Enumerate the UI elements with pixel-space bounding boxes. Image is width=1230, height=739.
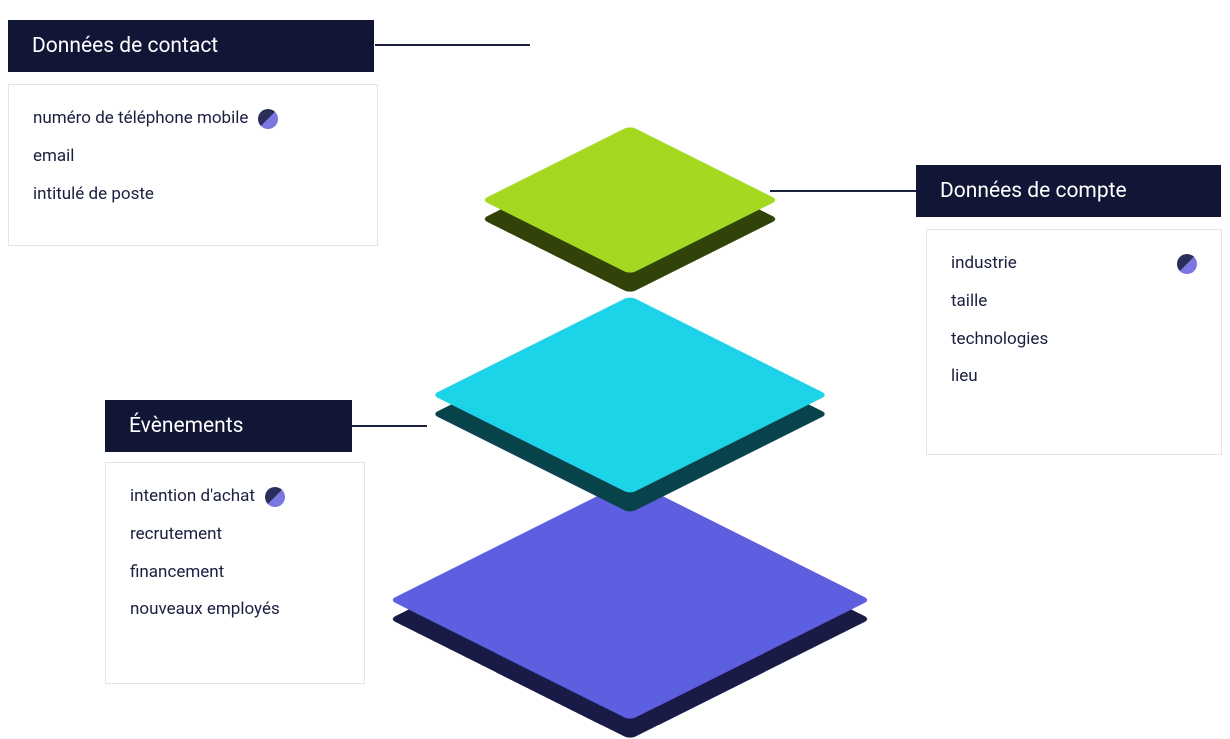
item-label: lieu [951,365,978,389]
diagram-canvas: Données de contact numéro de téléphone m… [0,0,1230,734]
badge-icon [265,487,285,507]
card-account-title: Données de compte [940,179,1127,203]
card-events-body: intention d'achat recrutement financemen… [105,462,365,684]
item-label: industrie [951,252,1017,276]
badge-icon [1177,254,1197,274]
list-item: recrutement [130,523,340,547]
list-item: technologies [951,328,1197,352]
card-contact-title: Données de contact [32,34,218,58]
badge-icon [258,109,278,129]
item-label: email [33,145,74,169]
list-item: intention d'achat [130,485,340,509]
list-item: numéro de téléphone mobile [33,107,353,131]
list-item: industrie [951,252,1197,276]
list-item: intitulé de poste [33,183,353,207]
connector-events [352,425,427,427]
item-label: financement [130,561,224,585]
list-item: taille [951,290,1197,314]
connector-account [770,190,916,192]
list-item: lieu [951,365,1197,389]
list-item: nouveaux employés [130,598,340,622]
connector-contact [375,44,530,46]
list-item: financement [130,561,340,585]
card-contact-header: Données de contact [8,20,374,72]
card-events-title: Évènements [129,414,243,438]
list-item: email [33,145,353,169]
card-account-body: industrie taille technologies lieu [926,229,1222,455]
item-label: intention d'achat [130,485,255,509]
layer-stack [390,10,870,570]
item-label: intitulé de poste [33,183,154,207]
card-events-header: Évènements [105,400,352,452]
item-label: nouveaux employés [130,598,280,622]
item-label: numéro de téléphone mobile [33,107,248,131]
card-contact-body: numéro de téléphone mobile email intitul… [8,84,378,246]
card-account-header: Données de compte [916,165,1221,217]
item-label: technologies [951,328,1048,352]
item-label: recrutement [130,523,222,547]
item-label: taille [951,290,987,314]
